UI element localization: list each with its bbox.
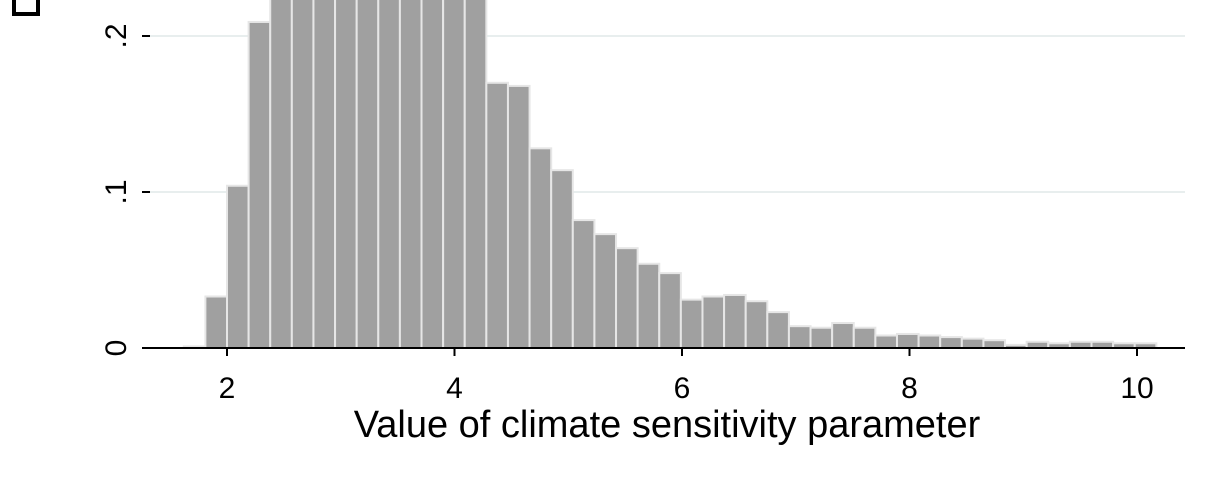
bar-26 — [744, 300, 769, 350]
bar-5 — [290, 0, 315, 349]
y-axis-ticks: 0 .1 .2 — [100, 23, 150, 356]
bar-20 — [615, 247, 639, 349]
bar-31 — [852, 326, 877, 350]
x-axis-ticks: 2 4 6 8 10 — [219, 348, 1154, 405]
bar-29 — [809, 326, 834, 350]
y-tick-label-0: 0 — [100, 340, 133, 357]
x-tick-label-4: 10 — [1120, 372, 1153, 405]
bar-13 — [463, 0, 488, 349]
bar-33 — [895, 332, 920, 349]
bar-4 — [269, 0, 293, 349]
bar-30 — [831, 322, 855, 350]
bar-21 — [636, 262, 661, 350]
bar-16 — [528, 147, 553, 349]
x-tick-label-1: 4 — [446, 372, 463, 405]
histogram-bars — [182, 0, 1158, 350]
y-tick-label-1: .1 — [100, 179, 133, 204]
bar-35 — [939, 336, 963, 349]
bar-2 — [226, 184, 250, 349]
bar-10 — [398, 0, 423, 349]
bar-36 — [960, 337, 985, 350]
bar-19 — [593, 233, 618, 349]
bar-12 — [442, 0, 466, 349]
bar-6 — [312, 0, 337, 349]
bar-9 — [377, 0, 401, 349]
x-tick-label-3: 8 — [901, 372, 918, 405]
bar-23 — [679, 298, 704, 350]
bar-34 — [917, 334, 942, 349]
bar-14 — [485, 81, 509, 350]
bar-11 — [420, 0, 445, 349]
bar-28 — [787, 325, 812, 350]
bar-1 — [204, 295, 228, 349]
x-axis-title: Value of climate sensitivity parameter — [354, 404, 981, 446]
bar-25 — [723, 293, 747, 349]
bar-15 — [506, 84, 531, 349]
bar-7 — [334, 0, 358, 349]
bar-18 — [571, 219, 596, 349]
x-tick-label-2: 6 — [674, 372, 691, 405]
bar-24 — [701, 295, 726, 349]
bar-17 — [550, 169, 574, 349]
y-tick-label-2: .2 — [100, 23, 133, 48]
y-axis-title-fragment — [12, 0, 40, 16]
bar-27 — [766, 311, 790, 349]
bar-32 — [874, 334, 898, 349]
x-tick-label-0: 2 — [219, 372, 236, 405]
bar-8 — [355, 0, 380, 349]
bar-37 — [982, 339, 1007, 350]
bar-22 — [658, 272, 682, 349]
bar-3 — [247, 20, 272, 350]
